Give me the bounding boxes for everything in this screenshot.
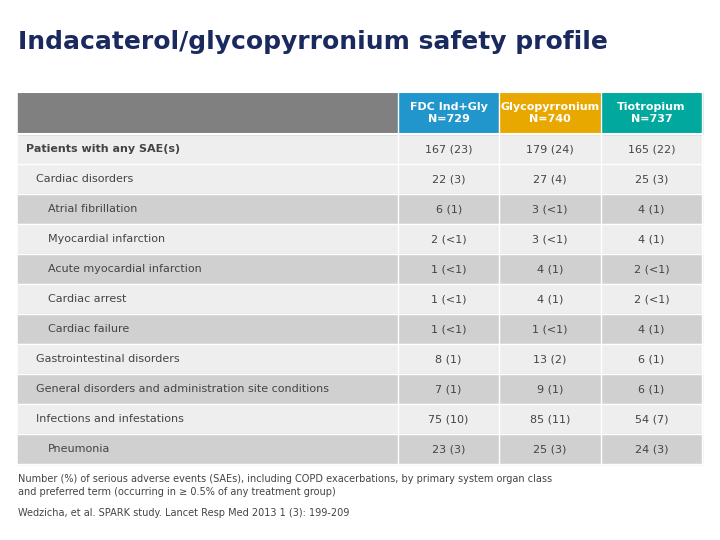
Text: and preferred term (occurring in ≥ 0.5% of any treatment group): and preferred term (occurring in ≥ 0.5% … — [18, 487, 336, 497]
Bar — [18, 344, 702, 374]
Bar — [18, 224, 702, 254]
Bar — [18, 194, 702, 224]
Bar — [18, 314, 702, 344]
Text: 1 (<1): 1 (<1) — [431, 324, 467, 334]
Text: 4 (1): 4 (1) — [638, 324, 665, 334]
Text: 9 (1): 9 (1) — [537, 384, 563, 394]
Bar — [500, 92, 600, 134]
Text: 24 (3): 24 (3) — [634, 444, 668, 454]
Text: Pneumonia: Pneumonia — [48, 444, 110, 454]
Text: 4 (1): 4 (1) — [537, 294, 563, 304]
Text: Gastrointestinal disorders: Gastrointestinal disorders — [36, 354, 179, 364]
Bar — [18, 434, 702, 464]
Bar — [18, 92, 398, 134]
Text: 1 (<1): 1 (<1) — [532, 324, 568, 334]
Text: 4 (1): 4 (1) — [638, 234, 665, 244]
Text: Number (%) of serious adverse events (SAEs), including COPD exacerbations, by pr: Number (%) of serious adverse events (SA… — [18, 474, 552, 484]
Text: 167 (23): 167 (23) — [425, 144, 472, 154]
Text: 22 (3): 22 (3) — [432, 174, 465, 184]
Text: Tiotropium
N=737: Tiotropium N=737 — [617, 102, 685, 124]
Text: 25 (3): 25 (3) — [534, 444, 567, 454]
Text: Atrial fibrillation: Atrial fibrillation — [48, 204, 138, 214]
Text: Indacaterol/glycopyrronium safety profile: Indacaterol/glycopyrronium safety profil… — [18, 30, 608, 54]
Text: 2 (<1): 2 (<1) — [634, 264, 669, 274]
Text: 23 (3): 23 (3) — [432, 444, 465, 454]
Bar — [18, 284, 702, 314]
Text: 7 (1): 7 (1) — [436, 384, 462, 394]
Text: 85 (11): 85 (11) — [530, 414, 570, 424]
Text: 27 (4): 27 (4) — [534, 174, 567, 184]
Text: 6 (1): 6 (1) — [638, 354, 665, 364]
Text: 4 (1): 4 (1) — [537, 264, 563, 274]
Text: 1 (<1): 1 (<1) — [431, 264, 467, 274]
Text: Cardiac failure: Cardiac failure — [48, 324, 130, 334]
Text: 75 (10): 75 (10) — [428, 414, 469, 424]
Text: Cardiac arrest: Cardiac arrest — [48, 294, 127, 304]
Bar — [18, 164, 702, 194]
Bar — [18, 134, 702, 164]
Text: 54 (7): 54 (7) — [634, 414, 668, 424]
Text: 179 (24): 179 (24) — [526, 144, 574, 154]
Text: Glycopyrronium
N=740: Glycopyrronium N=740 — [500, 102, 600, 124]
Text: Cardiac disorders: Cardiac disorders — [36, 174, 133, 184]
Text: Infections and infestations: Infections and infestations — [36, 414, 184, 424]
Text: 2 (<1): 2 (<1) — [431, 234, 467, 244]
Bar — [18, 254, 702, 284]
Text: Acute myocardial infarction: Acute myocardial infarction — [48, 264, 202, 274]
Text: 6 (1): 6 (1) — [436, 204, 462, 214]
Text: General disorders and administration site conditions: General disorders and administration sit… — [36, 384, 329, 394]
Text: 3 (<1): 3 (<1) — [532, 204, 568, 214]
Bar — [600, 92, 702, 134]
Text: 1 (<1): 1 (<1) — [431, 294, 467, 304]
Text: 4 (1): 4 (1) — [638, 204, 665, 214]
Bar — [398, 92, 500, 134]
Text: FDC Ind+Gly
N=729: FDC Ind+Gly N=729 — [410, 102, 487, 124]
Text: 3 (<1): 3 (<1) — [532, 234, 568, 244]
Text: 2 (<1): 2 (<1) — [634, 294, 669, 304]
Text: Myocardial infarction: Myocardial infarction — [48, 234, 165, 244]
Text: 6 (1): 6 (1) — [638, 384, 665, 394]
Text: 13 (2): 13 (2) — [534, 354, 567, 364]
Text: 165 (22): 165 (22) — [628, 144, 675, 154]
Bar — [18, 404, 702, 434]
Text: 25 (3): 25 (3) — [634, 174, 668, 184]
Text: Wedzicha, et al. SPARK study. Lancet Resp Med 2013 1 (3): 199-209: Wedzicha, et al. SPARK study. Lancet Res… — [18, 508, 349, 518]
Text: 8 (1): 8 (1) — [436, 354, 462, 364]
Bar — [18, 374, 702, 404]
Text: Patients with any SAE(s): Patients with any SAE(s) — [26, 144, 180, 154]
